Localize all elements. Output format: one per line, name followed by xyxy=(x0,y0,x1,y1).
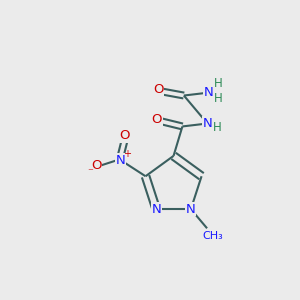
Text: H: H xyxy=(214,77,223,90)
Text: N: N xyxy=(204,86,214,99)
Text: N: N xyxy=(186,203,196,216)
Text: O: O xyxy=(152,112,162,126)
Text: N: N xyxy=(116,154,125,166)
Text: N: N xyxy=(152,203,161,216)
Text: +: + xyxy=(123,148,131,159)
Text: O: O xyxy=(91,159,102,172)
Text: O: O xyxy=(120,129,130,142)
Text: N: N xyxy=(202,117,212,130)
Text: CH₃: CH₃ xyxy=(202,231,223,241)
Text: H: H xyxy=(214,92,223,105)
Text: O: O xyxy=(153,83,164,96)
Text: ⁻: ⁻ xyxy=(87,167,93,177)
Text: H: H xyxy=(213,121,222,134)
